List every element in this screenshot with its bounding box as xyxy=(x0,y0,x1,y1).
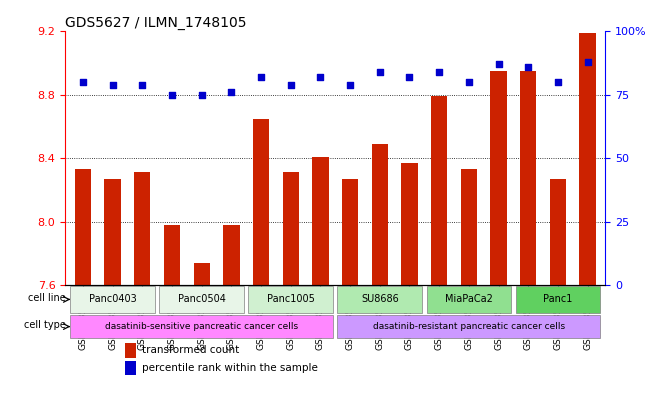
Bar xyxy=(549,179,566,285)
Bar xyxy=(372,144,388,285)
Bar xyxy=(159,286,244,313)
Bar xyxy=(124,360,137,375)
Bar xyxy=(70,286,155,313)
Point xyxy=(464,79,474,85)
Point xyxy=(523,64,533,70)
Bar xyxy=(312,156,329,285)
Bar xyxy=(426,286,511,313)
Point xyxy=(374,69,385,75)
Bar xyxy=(164,225,180,285)
Bar xyxy=(75,169,91,285)
Point xyxy=(226,89,236,95)
Text: Panc1: Panc1 xyxy=(543,294,573,305)
Bar xyxy=(579,33,596,285)
Point xyxy=(167,92,177,98)
Bar xyxy=(520,71,536,285)
Point xyxy=(345,81,355,88)
Point xyxy=(197,92,207,98)
Bar xyxy=(283,173,299,285)
Bar xyxy=(401,163,418,285)
Bar xyxy=(104,179,121,285)
Bar xyxy=(193,263,210,285)
Text: percentile rank within the sample: percentile rank within the sample xyxy=(142,363,318,373)
Bar xyxy=(431,96,447,285)
Point xyxy=(583,59,593,65)
Bar xyxy=(70,315,333,338)
Bar xyxy=(134,173,150,285)
Text: cell type: cell type xyxy=(24,320,66,330)
Bar xyxy=(124,343,137,358)
Text: dasatinib-sensitive pancreatic cancer cells: dasatinib-sensitive pancreatic cancer ce… xyxy=(105,322,298,331)
Point xyxy=(404,74,415,80)
Point xyxy=(553,79,563,85)
Text: Panc0403: Panc0403 xyxy=(89,294,137,305)
Text: SU8686: SU8686 xyxy=(361,294,398,305)
Point xyxy=(77,79,88,85)
Text: cell line: cell line xyxy=(28,293,66,303)
Bar xyxy=(337,315,600,338)
Bar xyxy=(249,286,333,313)
Bar xyxy=(342,179,358,285)
Bar xyxy=(516,286,600,313)
Point xyxy=(315,74,326,80)
Text: MiaPaCa2: MiaPaCa2 xyxy=(445,294,493,305)
Bar xyxy=(253,119,270,285)
Text: Panc1005: Panc1005 xyxy=(267,294,314,305)
Point xyxy=(286,81,296,88)
Text: transformed count: transformed count xyxy=(142,345,239,355)
Bar xyxy=(223,225,240,285)
Point xyxy=(256,74,266,80)
Point xyxy=(493,61,504,68)
Text: dasatinib-resistant pancreatic cancer cells: dasatinib-resistant pancreatic cancer ce… xyxy=(373,322,565,331)
Bar xyxy=(490,71,506,285)
Bar xyxy=(337,286,422,313)
Text: Panc0504: Panc0504 xyxy=(178,294,226,305)
Bar xyxy=(461,169,477,285)
Point xyxy=(137,81,148,88)
Point xyxy=(434,69,445,75)
Point xyxy=(107,81,118,88)
Text: GDS5627 / ILMN_1748105: GDS5627 / ILMN_1748105 xyxy=(65,17,247,30)
